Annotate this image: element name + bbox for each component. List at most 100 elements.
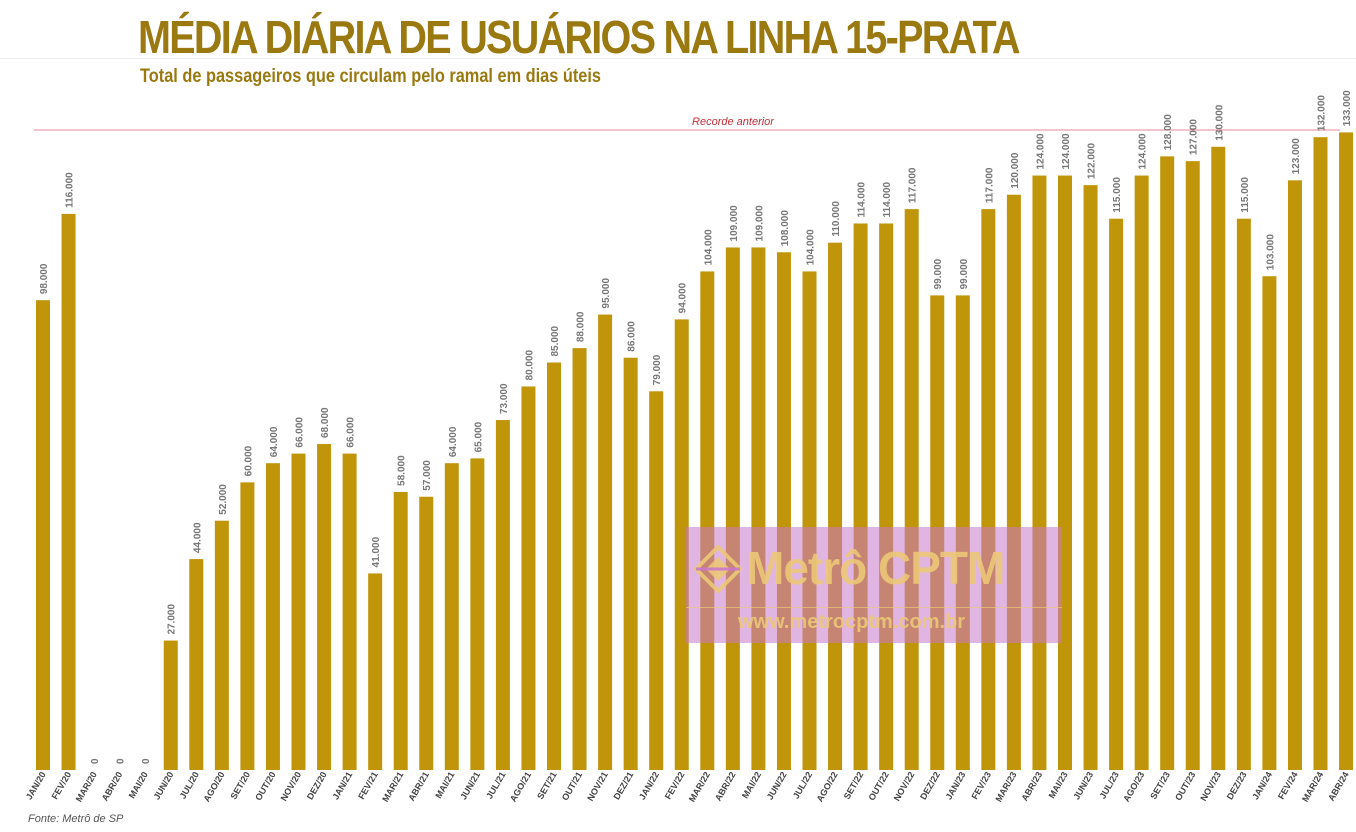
header-rule [0, 58, 1356, 59]
bar-fev-20 [61, 213, 76, 770]
data-label: 0 [116, 758, 127, 764]
category-label: NOV/23 [1198, 770, 1223, 803]
watermark-rule [686, 607, 1062, 608]
bar-jul-21 [495, 420, 510, 770]
bar-ago-23 [1134, 175, 1149, 770]
data-label: 65.000 [473, 421, 484, 452]
bar-jan-24 [1262, 276, 1277, 770]
category-label: ABR/21 [406, 770, 431, 803]
category-label: MAR/22 [687, 770, 712, 804]
data-label: 114.000 [882, 181, 893, 217]
bar-jun-21 [470, 458, 485, 770]
bar-jul-22 [802, 271, 817, 770]
bar-out-21 [572, 348, 587, 770]
bar-mar-23 [1006, 194, 1021, 770]
bar-fev-23 [981, 209, 996, 770]
bar-jan-21 [342, 453, 357, 770]
data-label: 0 [141, 758, 152, 764]
data-label: 0 [90, 758, 101, 764]
category-labels-group: JAN/20 FEV/20 MAR/20 ABR/20 MAI/20 JUN/20 JUL/… [24, 770, 1351, 804]
category-label: FEV/23 [969, 770, 993, 801]
data-label: 94.000 [678, 282, 689, 313]
category-label: JUL/21 [484, 770, 507, 801]
data-label: 79.000 [652, 354, 663, 385]
bar-out-22 [879, 223, 894, 770]
bar-mar-21 [393, 491, 408, 770]
bar-ago-20 [214, 520, 229, 770]
data-label: 133.000 [1342, 90, 1353, 127]
data-label: 52.000 [218, 484, 229, 515]
data-label: 104.000 [703, 229, 714, 266]
bar-jun-22 [776, 252, 791, 770]
metro-cptm-logo-icon [694, 545, 742, 593]
category-label: JAN/22 [637, 770, 661, 801]
watermark: Metrô CPTM www.metrocptm.com.br [686, 527, 1062, 643]
bar-abr-24 [1339, 132, 1354, 771]
category-label: NOV/21 [585, 770, 610, 803]
data-label: 103.000 [1265, 234, 1276, 271]
category-label: NOV/22 [892, 770, 917, 803]
category-label: MAR/20 [74, 770, 99, 804]
bar-ago-22 [828, 242, 843, 770]
watermark-brand: Metrô CPTM [746, 542, 1005, 594]
bar-mar-22 [700, 271, 715, 770]
category-label: MAR/24 [1300, 770, 1325, 804]
category-label: MAI/20 [127, 770, 150, 800]
category-label: AGO/20 [201, 770, 226, 804]
data-label: 127.000 [1189, 119, 1200, 156]
data-label: 110.000 [831, 201, 842, 237]
category-label: AGO/22 [815, 770, 840, 804]
category-label: MAI/23 [1047, 770, 1070, 800]
category-label: NOV/20 [279, 770, 304, 803]
category-label: JUN/20 [152, 770, 176, 801]
bar-mar-24 [1313, 137, 1328, 770]
data-label: 80.000 [524, 349, 535, 380]
data-label: 130.000 [1214, 104, 1225, 141]
data-label: 124.000 [1035, 133, 1046, 170]
data-label: 128.000 [1163, 114, 1174, 151]
data-label: 66.000 [346, 417, 357, 448]
bar-abr-22 [725, 247, 740, 770]
bar-set-22 [853, 223, 868, 770]
data-label: 60.000 [243, 445, 254, 476]
data-label: 64.000 [269, 426, 280, 457]
chart-title: MÉDIA DIÁRIA DE USUÁRIOS NA LINHA 15-PRA… [138, 11, 1021, 63]
category-label: MAR/21 [380, 770, 405, 804]
bar-jan-20 [36, 300, 50, 770]
bars-group [36, 132, 1354, 771]
category-label: SET/22 [842, 770, 866, 801]
data-label: 123.000 [1291, 138, 1302, 175]
category-label: DEZ/21 [611, 770, 635, 801]
data-label: 115.000 [1112, 177, 1123, 213]
category-label: ABR/24 [1326, 770, 1351, 803]
category-label: MAI/21 [433, 770, 456, 800]
data-label: 115.000 [1240, 177, 1251, 213]
data-labels-group: 98.000 116.000 0 0 0 27.000 44.000 52.000 60.000… [39, 90, 1353, 764]
bar-nov-22 [904, 209, 919, 770]
category-label: OUT/22 [866, 770, 890, 802]
category-label: FEV/20 [50, 770, 74, 801]
category-label: ABR/20 [100, 770, 125, 803]
category-label: JUN/21 [458, 770, 482, 801]
bar-dez-20 [317, 444, 332, 770]
category-label: AGO/23 [1121, 770, 1146, 804]
data-label: 124.000 [1061, 133, 1072, 170]
data-label: 117.000 [908, 167, 919, 203]
bar-nov-20 [291, 453, 306, 770]
category-label: DEZ/20 [305, 770, 329, 801]
data-label: 68.000 [320, 407, 331, 438]
bar-abr-21 [419, 496, 434, 770]
chart-subtitle: Total de passageiros que circulam pelo r… [140, 66, 602, 87]
category-label: OUT/20 [253, 770, 277, 802]
bar-fev-21 [368, 573, 383, 770]
bar-jun-20 [163, 640, 178, 770]
data-label: 57.000 [422, 460, 433, 491]
category-label: DEZ/23 [1225, 770, 1249, 801]
category-label: JUN/23 [1071, 770, 1095, 801]
bar-mai-21 [444, 463, 459, 770]
bar-out-20 [265, 463, 280, 770]
category-label: ABR/22 [713, 770, 738, 803]
bar-ago-21 [521, 386, 536, 770]
category-label: JUL/23 [1097, 770, 1120, 801]
